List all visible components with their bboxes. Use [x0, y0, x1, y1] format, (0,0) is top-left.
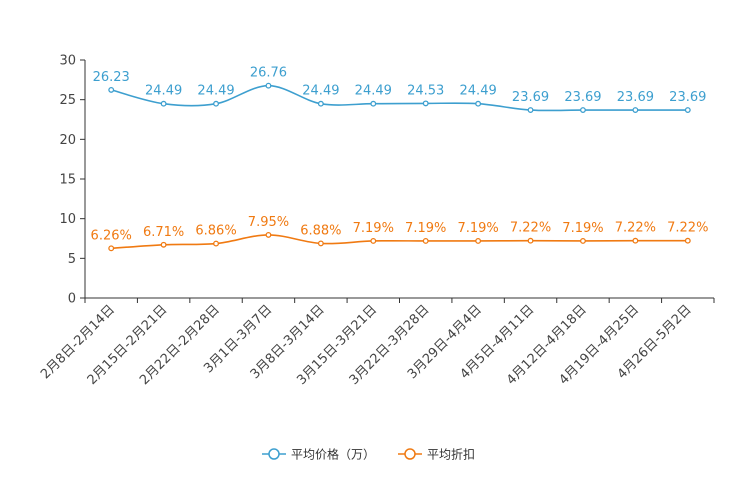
- price-point: [317, 100, 324, 107]
- price-point: [580, 107, 586, 114]
- y-tick-label: 20: [59, 133, 76, 148]
- price-data-label: 24.49: [302, 84, 339, 99]
- price-data-label: 23.69: [617, 90, 654, 105]
- discount-data-label: 7.19%: [562, 221, 603, 236]
- discount-data-label: 6.86%: [195, 224, 236, 239]
- price-data-label: 24.49: [355, 84, 392, 99]
- price-legend-marker: [268, 448, 280, 460]
- discount-data-label: 6.26%: [91, 228, 132, 243]
- discount-point: [422, 238, 429, 244]
- price-data-label: 24.49: [197, 84, 234, 99]
- price-data-label: 23.69: [512, 90, 549, 105]
- discount-point: [265, 231, 272, 238]
- price-point: [160, 100, 167, 107]
- price-point: [213, 100, 219, 107]
- price-data-label: 26.23: [93, 70, 130, 85]
- y-tick-label: 30: [59, 54, 76, 69]
- price-data-label: 24.53: [407, 83, 444, 98]
- discount-data-label: 7.19%: [457, 221, 498, 236]
- discount-series-line: [111, 234, 688, 250]
- price-data-label: 24.49: [460, 84, 497, 99]
- discount-legend-label: 平均折扣: [427, 447, 475, 462]
- discount-data-label: 7.22%: [615, 221, 656, 236]
- discount-data-label: 7.22%: [667, 221, 708, 236]
- discount-point: [317, 240, 324, 247]
- y-tick-label: 10: [59, 212, 76, 227]
- price-data-label: 23.69: [564, 90, 601, 105]
- discount-point: [108, 245, 115, 252]
- discount-legend-marker: [404, 448, 416, 460]
- price-legend-label: 平均价格（万）: [291, 447, 375, 462]
- y-tick-label: 5: [68, 252, 76, 267]
- price-point: [475, 100, 482, 107]
- discount-point: [370, 238, 377, 244]
- price-data-label: 23.69: [669, 90, 706, 105]
- price-point: [684, 107, 691, 114]
- discount-data-label: 7.19%: [405, 221, 446, 236]
- discount-point: [160, 241, 167, 248]
- discount-point: [213, 240, 219, 247]
- price-point: [108, 86, 115, 93]
- discount-data-label: 7.22%: [510, 221, 551, 236]
- price-point: [527, 107, 534, 114]
- discount-data-label: 7.95%: [248, 215, 289, 230]
- discount-data-label: 6.88%: [300, 223, 341, 238]
- discount-data-label: 6.71%: [143, 225, 184, 240]
- discount-data-label: 7.19%: [353, 221, 394, 236]
- discount-point: [475, 238, 482, 244]
- discount-point: [684, 237, 691, 244]
- discount-point: [632, 237, 639, 244]
- discount-point: [527, 237, 534, 244]
- price-point: [265, 82, 272, 89]
- price-series-line: [111, 84, 688, 112]
- series-layer: 26.23 24.49 24.49 26.76 24.49 24.49 24.53 24.49…: [91, 66, 708, 252]
- y-tick-label: 15: [59, 173, 76, 188]
- price-point: [370, 100, 377, 107]
- price-data-label: 24.49: [145, 84, 182, 99]
- y-tick-label: 25: [59, 93, 76, 108]
- price-point: [422, 100, 429, 107]
- y-tick-label: 0: [68, 292, 76, 307]
- discount-point: [580, 238, 586, 244]
- price-data-label: 26.76: [250, 66, 287, 81]
- legend: 平均价格（万） 平均折扣: [262, 447, 475, 462]
- price-point: [632, 107, 639, 114]
